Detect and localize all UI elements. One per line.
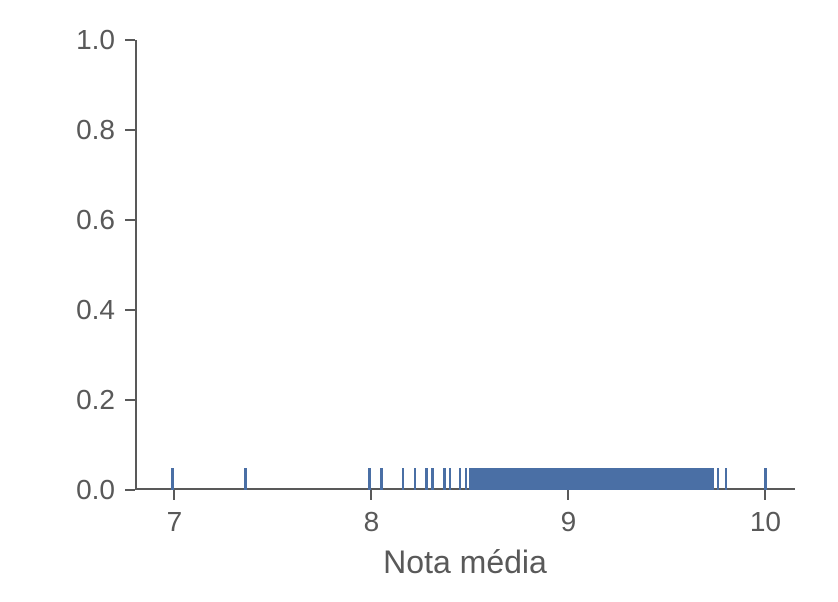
y-tick-mark bbox=[125, 219, 135, 221]
y-tick-mark bbox=[125, 39, 135, 41]
x-axis-label: Nota média bbox=[383, 544, 547, 581]
x-tick-label: 8 bbox=[364, 506, 380, 538]
x-tick-mark bbox=[173, 490, 175, 500]
x-tick-mark bbox=[370, 490, 372, 500]
y-tick-mark bbox=[125, 399, 135, 401]
rug-tick bbox=[449, 468, 452, 491]
rug-tick bbox=[711, 468, 714, 491]
y-tick-label: 0.0 bbox=[76, 474, 115, 506]
rug-tick bbox=[465, 468, 468, 491]
rug-tick bbox=[402, 468, 405, 491]
y-tick-mark bbox=[125, 489, 135, 491]
rug-tick bbox=[171, 468, 174, 491]
y-tick-mark bbox=[125, 129, 135, 131]
x-tick-mark bbox=[764, 490, 766, 500]
rug-tick bbox=[244, 468, 247, 491]
rug-tick bbox=[431, 468, 434, 491]
y-tick-label: 0.2 bbox=[76, 384, 115, 416]
rug-tick bbox=[414, 468, 417, 491]
rug-tick bbox=[425, 468, 428, 491]
y-tick-mark bbox=[125, 309, 135, 311]
rug-tick bbox=[717, 468, 720, 491]
y-tick-label: 0.8 bbox=[76, 114, 115, 146]
x-tick-label: 9 bbox=[561, 506, 577, 538]
y-tick-label: 1.0 bbox=[76, 24, 115, 56]
plot-area bbox=[135, 40, 795, 490]
x-tick-label: 7 bbox=[167, 506, 183, 538]
x-tick-label: 10 bbox=[750, 506, 781, 538]
y-tick-label: 0.6 bbox=[76, 204, 115, 236]
rug-chart: 7 8 9 10 Nota média 0.0 0.2 0.4 0.6 0.8 1.0 bbox=[0, 0, 838, 602]
rug-tick bbox=[725, 468, 728, 491]
x-tick-mark bbox=[567, 490, 569, 500]
rug-tick bbox=[459, 468, 462, 491]
rug-tick bbox=[764, 468, 767, 491]
y-tick-label: 0.4 bbox=[76, 294, 115, 326]
rug-tick bbox=[380, 468, 383, 491]
rug-tick bbox=[368, 468, 371, 491]
rug-tick bbox=[443, 468, 446, 491]
